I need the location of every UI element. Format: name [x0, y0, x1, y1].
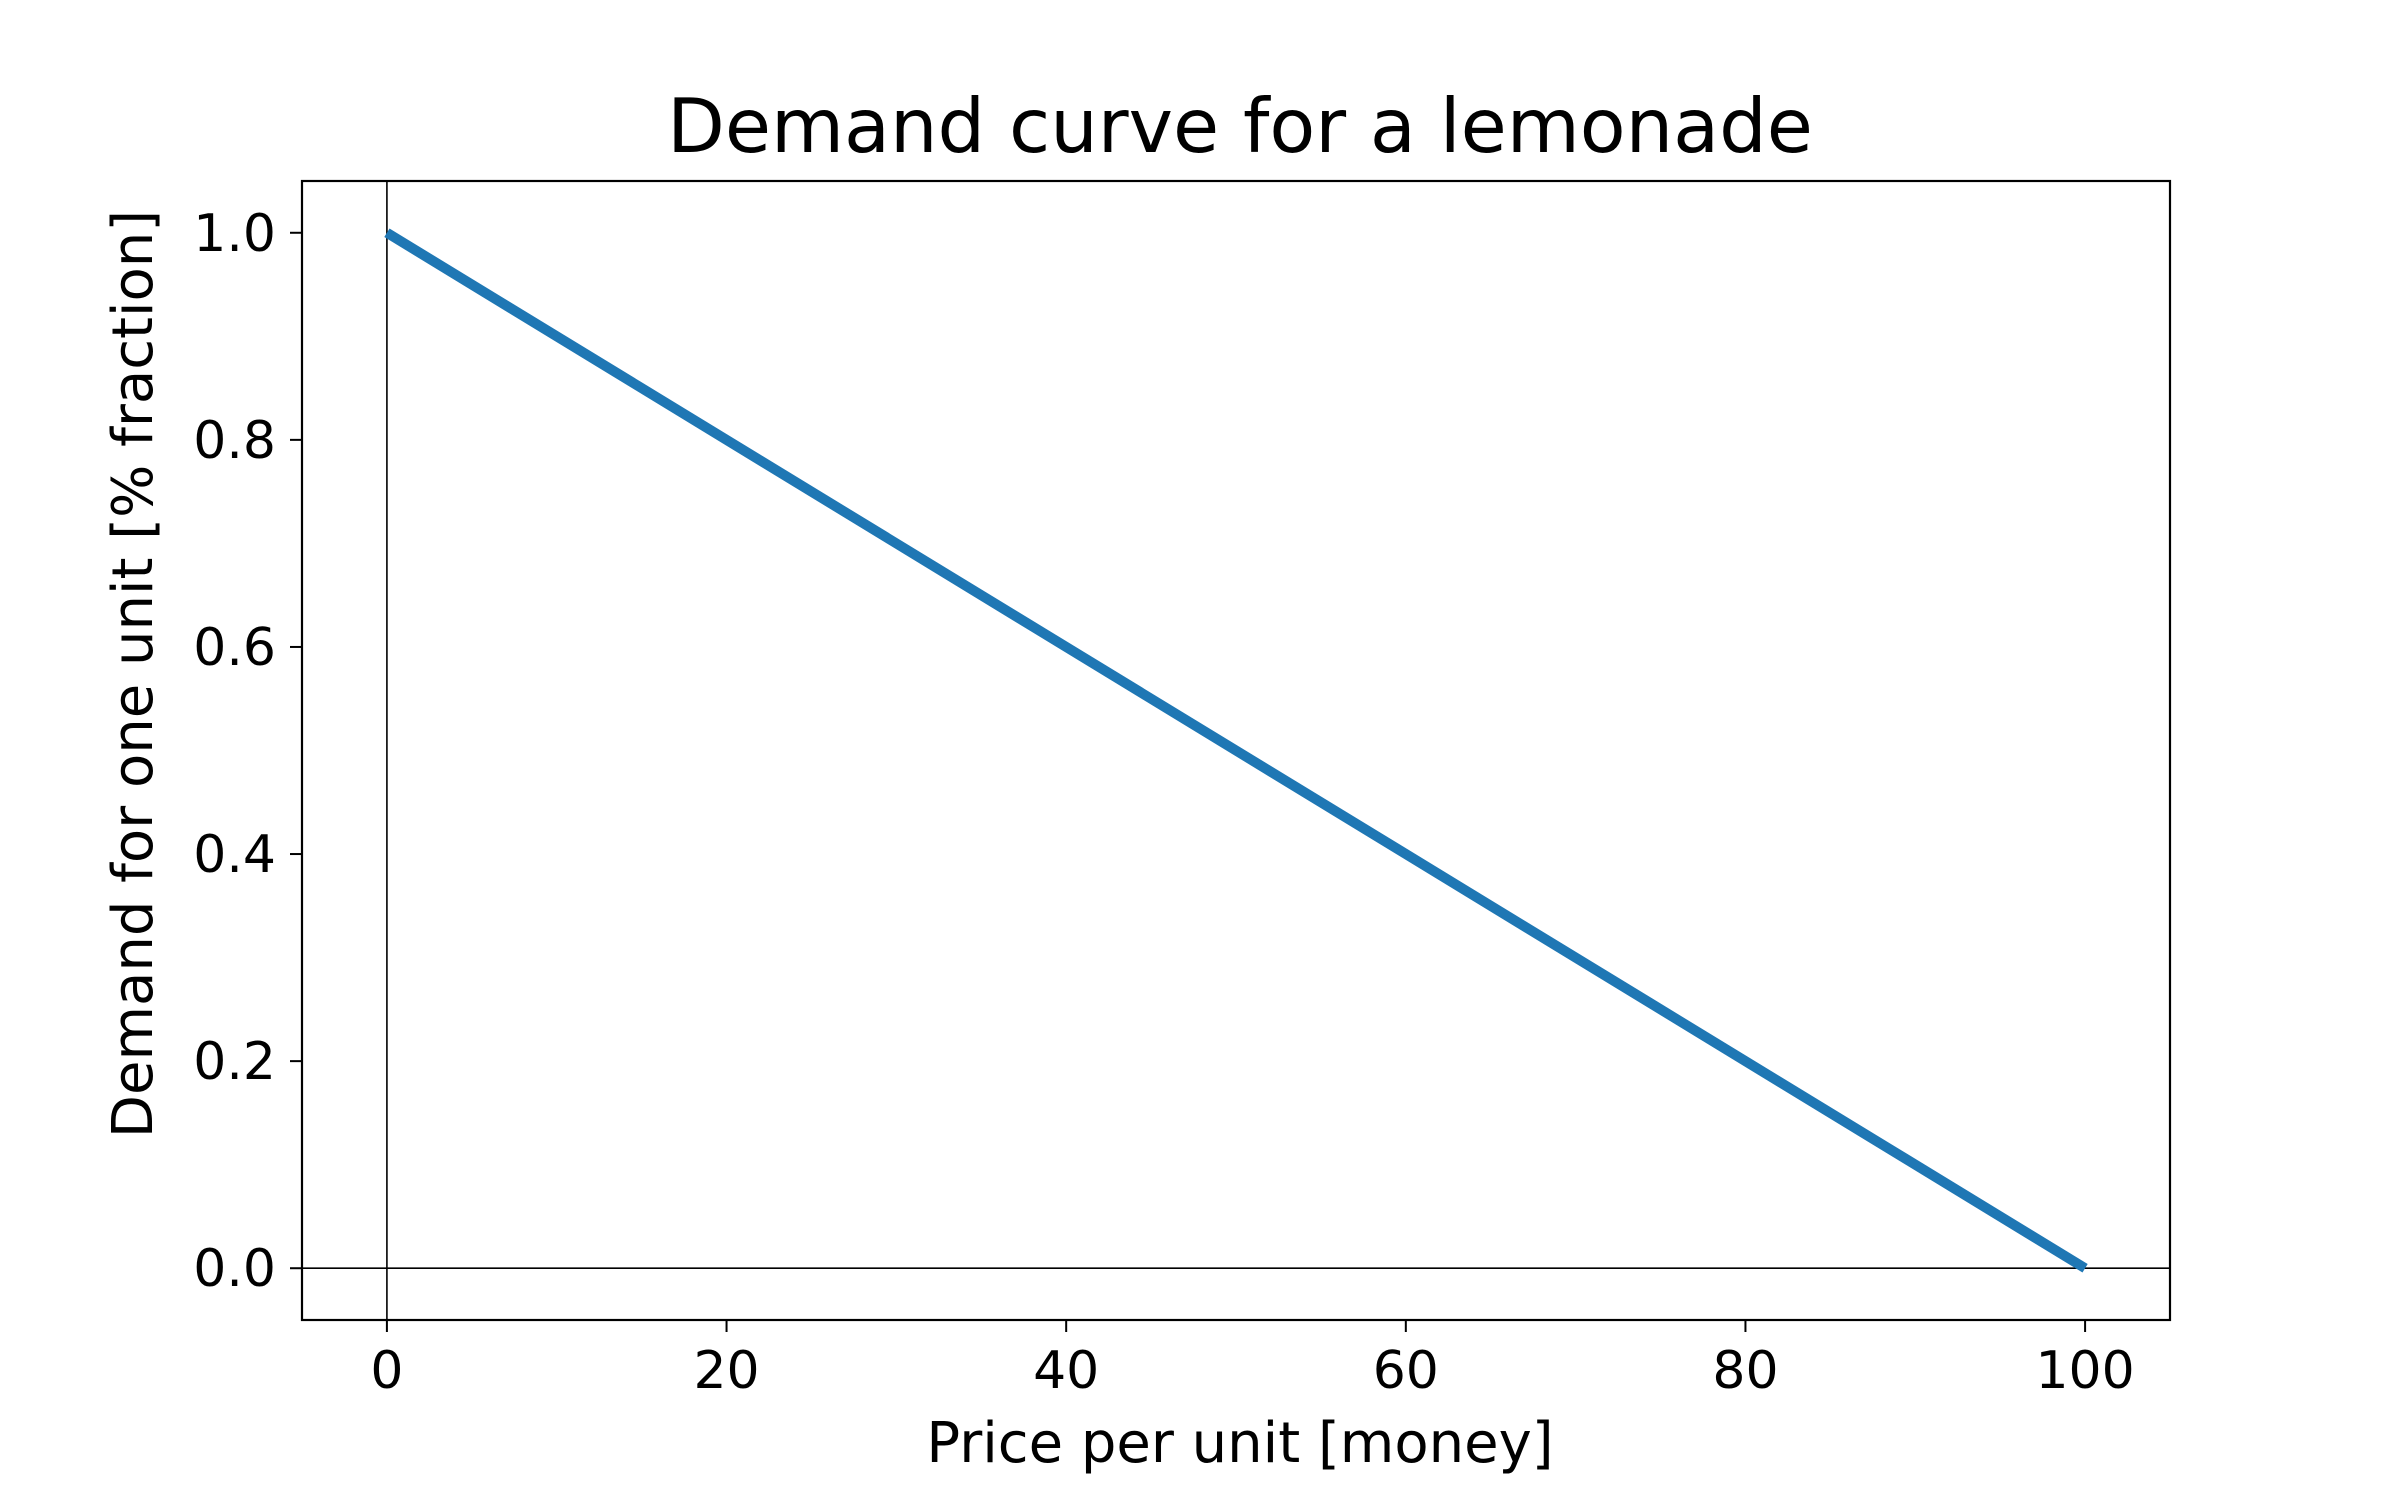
x-tick-label: 0	[370, 1341, 403, 1401]
y-tick-label: 0.2	[193, 1032, 276, 1092]
y-tick-label: 0.0	[193, 1239, 276, 1299]
x-tick-label: 20	[693, 1341, 759, 1401]
series-line-0	[384, 228, 2088, 1273]
y-tick-label: 1.0	[193, 204, 276, 264]
x-tick-label: 60	[1373, 1341, 1439, 1401]
chart-title: Demand curve for a lemonade	[667, 82, 1813, 170]
y-tick-label: 0.8	[193, 411, 276, 471]
x-axis-label: Price per unit [money]	[926, 1411, 1553, 1476]
x-tick-label: 80	[1712, 1341, 1778, 1401]
y-tick-label: 0.6	[193, 618, 276, 678]
y-tick-label: 0.4	[193, 825, 276, 885]
x-tick-label: 100	[2035, 1341, 2134, 1401]
plot-area: 0 20 40 60 80 100 0.0 0.2 0.4 0.6 0.8 1.0	[193, 179, 2172, 1401]
axes-frame	[300, 179, 2172, 1322]
x-tick-label: 40	[1033, 1341, 1099, 1401]
y-axis-label: Demand for one unit [% fraction]	[101, 210, 166, 1138]
